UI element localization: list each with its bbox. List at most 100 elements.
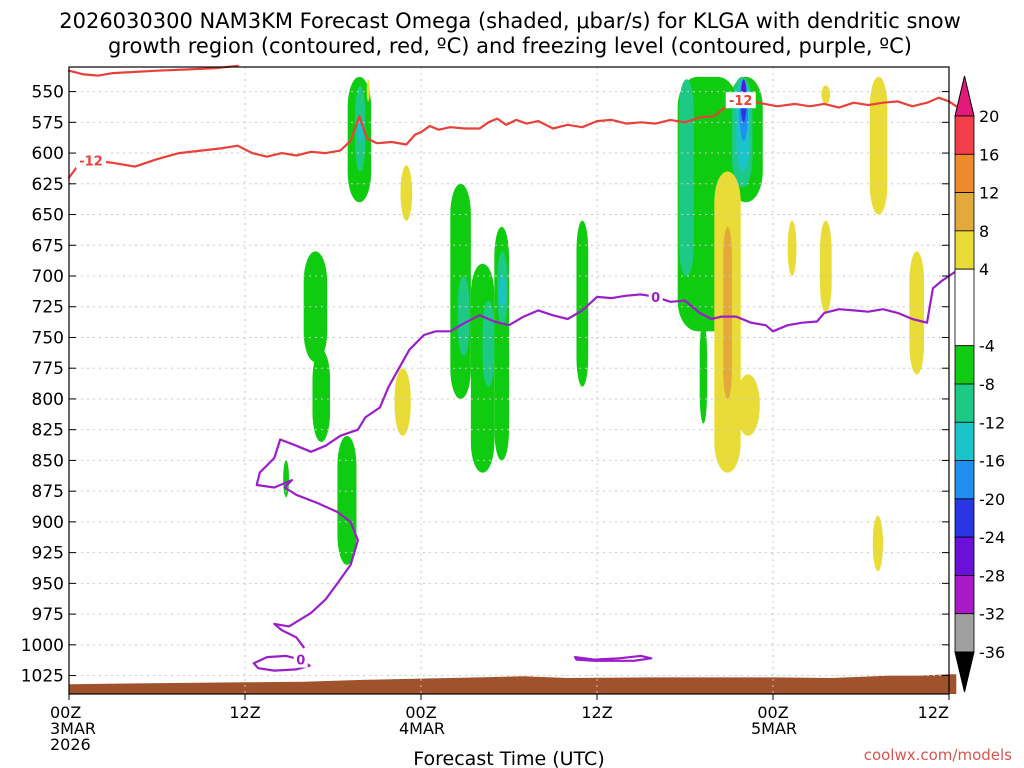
colorbar-band — [954, 613, 975, 653]
contour-label: -12 — [729, 94, 753, 109]
contour-line — [252, 654, 311, 672]
contour-label: 0 — [296, 654, 305, 669]
x-tick-label: 12Z — [229, 703, 260, 722]
contour-line — [255, 270, 958, 649]
colorbar-label: 4 — [979, 260, 989, 279]
temperature-contours: -12 -12 0 0 — [67, 64, 958, 672]
omega-shaded-cell — [679, 79, 694, 276]
y-tick-label: 625 — [32, 175, 64, 195]
contour-label-bg — [76, 152, 106, 169]
colorbar-label: -8 — [979, 375, 995, 394]
colorbar-band — [954, 460, 975, 500]
terrain-layer — [69, 674, 957, 694]
colorbar-band — [954, 268, 975, 347]
colorbar-label: -28 — [979, 566, 1005, 585]
x-tick-label: 12Z — [581, 703, 612, 722]
colorbar-label: -36 — [979, 643, 1005, 662]
omega-shaded-cell — [736, 374, 760, 436]
x-tick-label: 4MAR — [399, 719, 445, 738]
omega-shaded-cell — [909, 251, 925, 375]
colorbar-band — [954, 192, 975, 232]
grid-lines — [69, 67, 949, 694]
y-tick-label: 1000 — [21, 636, 64, 656]
x-tick-label: 00Z — [757, 703, 788, 722]
colorbar-label: 16 — [979, 145, 999, 164]
y-tick-label: 975 — [32, 605, 64, 625]
y-tick-label: 650 — [32, 206, 64, 226]
colorbar-label: -16 — [979, 452, 1005, 471]
terrain-fill — [69, 674, 957, 694]
colorbar-band — [954, 115, 975, 155]
y-tick-label: 750 — [32, 328, 64, 348]
contour-label: -12 — [79, 154, 103, 169]
contour-label-bg — [725, 92, 756, 109]
omega-shaded-cell — [821, 85, 831, 104]
contour-label-bg — [648, 288, 663, 305]
y-tick-label: 600 — [32, 144, 64, 164]
colorbar-label: 8 — [979, 222, 989, 241]
x-tick-label: 12Z — [918, 703, 949, 722]
y-tick-label: 800 — [32, 390, 64, 410]
y-tick-label: 875 — [32, 482, 64, 502]
y-tick-label: 850 — [32, 451, 64, 471]
colorbar-band — [954, 230, 975, 270]
x-tick-label: 00Z — [405, 703, 436, 722]
colorbar: 20 16 12 8 4 -4 -8 -12 -16 -20 -24 -28 -32 -36 — [954, 75, 1005, 693]
omega-shaded-cell — [457, 276, 470, 356]
colorbar-label: 20 — [979, 107, 999, 126]
contour-label: 0 — [651, 291, 660, 306]
omega-shaded-cell — [723, 226, 732, 399]
y-tick-label: 550 — [32, 83, 64, 103]
colorbar-label: -32 — [979, 605, 1005, 624]
omega-shaded-cell — [394, 368, 411, 436]
colorbar-label: -12 — [979, 413, 1005, 432]
omega-shaded-cell — [872, 515, 883, 572]
omega-shaded-cell — [787, 220, 797, 276]
omega-shaded-cell — [576, 220, 589, 387]
colorbar-label: 12 — [979, 184, 999, 203]
omega-shaded-cell — [312, 349, 331, 442]
colorbar-band — [954, 421, 975, 461]
omega-shading — [283, 76, 925, 572]
y-tick-label: 825 — [32, 421, 64, 441]
contour-line — [67, 96, 958, 179]
colorbar-band — [954, 345, 975, 385]
omega-shaded-cell — [498, 276, 507, 307]
omega-shaded-cell — [400, 165, 413, 221]
y-tick-label: 725 — [32, 298, 64, 318]
omega-shaded-cell — [337, 435, 357, 565]
x-tick-label: 00Z — [50, 703, 81, 722]
y-tick-label: 700 — [32, 267, 64, 287]
colorbar-label: -20 — [979, 490, 1005, 509]
colorbar-band — [954, 498, 975, 538]
x-tick-label: 3MAR — [50, 719, 96, 738]
omega-shaded-cell — [482, 300, 495, 387]
x-tick-label: 2026 — [50, 735, 91, 754]
colorbar-label: -4 — [979, 337, 995, 356]
chart-title-line-2: growth region (contoured, red, ºC) and f… — [108, 34, 912, 58]
credit-text: coolwx.com/models — [864, 746, 1012, 764]
colorbar-label: -24 — [979, 528, 1005, 547]
omega-shaded-cell — [869, 76, 888, 215]
omega-shaded-cell — [699, 322, 707, 424]
chart-title-line-1: 2026030300 NAM3KM Forecast Omega (shaded… — [59, 9, 961, 33]
y-tick-label: 1025 — [21, 667, 64, 687]
y-tick-label: 675 — [32, 236, 64, 256]
y-tick-label: 900 — [32, 513, 64, 533]
colorbar-top-arrow — [954, 75, 975, 117]
colorbar-band — [954, 153, 975, 193]
omega-shaded-cell — [366, 79, 370, 102]
plot-frame — [68, 66, 950, 695]
colorbar-band — [954, 575, 975, 615]
contour-label-bg — [293, 651, 308, 668]
x-tick-label: 5MAR — [751, 719, 797, 738]
y-tick-label: 575 — [32, 113, 64, 133]
x-axis-label: Forecast Time (UTC) — [413, 748, 604, 768]
omega-shaded-cell — [819, 220, 832, 313]
omega-shaded-cell — [283, 460, 289, 498]
y-tick-label: 925 — [32, 544, 64, 564]
colorbar-band — [954, 383, 975, 423]
y-tick-label: 950 — [32, 574, 64, 594]
